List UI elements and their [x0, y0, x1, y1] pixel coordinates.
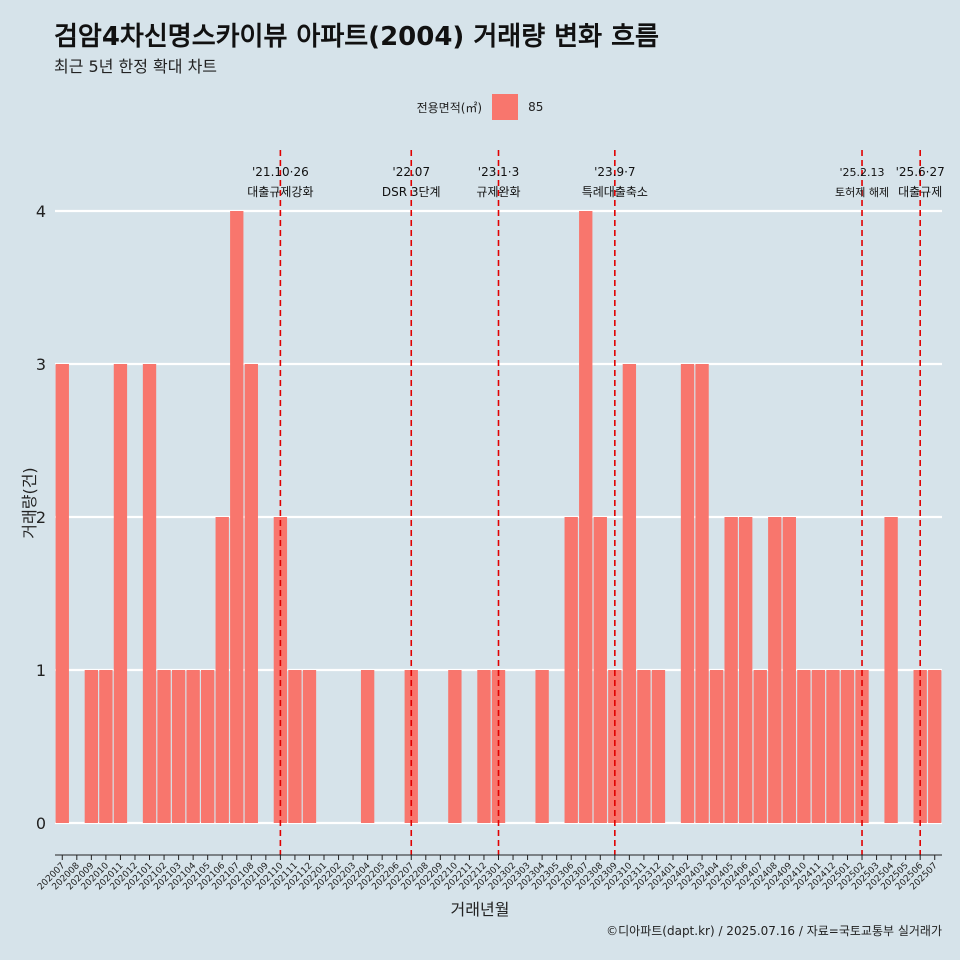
event-date: '23.1·3: [478, 165, 519, 179]
bar: [215, 517, 229, 823]
legend: 전용면적(㎡) 85: [0, 92, 960, 122]
bar: [113, 364, 128, 823]
bar: [244, 364, 258, 823]
bar: [753, 670, 767, 823]
bar: [622, 364, 637, 823]
event-date: '23.9·7: [594, 165, 635, 179]
bar: [840, 670, 855, 823]
event-date: '25.2.13: [840, 166, 885, 179]
bar: [55, 364, 69, 823]
y-axis-title: 거래량(건): [20, 467, 39, 539]
bar: [360, 670, 375, 823]
event-label: DSR 3단계: [382, 185, 441, 199]
bar: [404, 670, 418, 823]
bar: [739, 517, 753, 823]
bar: [709, 670, 724, 823]
bar: [84, 670, 99, 823]
bar: [724, 517, 738, 823]
source-caption: ©디아파트(dapt.kr) / 2025.07.16 / 자료=국토교통부 실…: [606, 924, 942, 938]
bar: [535, 670, 549, 823]
bar: [651, 670, 666, 823]
bar: [564, 517, 578, 823]
event-date: '25.6·27: [896, 165, 945, 179]
bar: [491, 670, 506, 823]
bar: [448, 670, 462, 823]
event-label: 특례대출축소: [582, 185, 648, 199]
x-axis-title: 거래년월: [450, 900, 510, 919]
y-tick-label: 1: [36, 661, 46, 680]
bar: [477, 670, 491, 823]
bar: [782, 517, 796, 823]
legend-swatch: [492, 94, 519, 120]
bar: [579, 211, 593, 823]
bars: [55, 211, 942, 823]
bar: [928, 670, 942, 823]
event-label: 규제완화: [476, 185, 520, 199]
bar: [171, 670, 186, 823]
bar: [288, 670, 302, 823]
bar: [855, 670, 869, 823]
bar: [99, 670, 113, 823]
legend-title: 전용면적(㎡): [416, 100, 483, 115]
event-annotations: '21.10·26 대출규제강화 '22.07 DSR 3단계 '23.1·3 규제완화 '…: [247, 150, 945, 855]
legend-label: 85: [528, 100, 544, 114]
chart-subtitle: 최근 5년 한정 확대 차트: [54, 57, 218, 76]
bar: [768, 517, 782, 823]
bar: [157, 670, 171, 823]
bar: [142, 364, 157, 823]
event-label: 대출규제강화: [247, 185, 313, 199]
y-tick-label: 3: [36, 355, 46, 374]
event-date: '21.10·26: [252, 165, 309, 179]
bar: [230, 211, 244, 823]
bar: [186, 670, 200, 823]
bar: [593, 517, 607, 823]
bar: [201, 670, 215, 823]
bar: [680, 364, 695, 823]
bar: [637, 670, 651, 823]
bar: [913, 670, 927, 823]
bar: [811, 670, 826, 823]
bar: [695, 364, 709, 823]
y-tick-label: 4: [36, 202, 46, 221]
bar: [826, 670, 840, 823]
bar: [608, 670, 622, 823]
chart-title: 검암4차신명스카이뷰 아파트(2004) 거래량 변화 흐름: [54, 22, 659, 52]
event-label: 대출규제: [898, 185, 942, 199]
event-label: 토허제 해제: [835, 185, 889, 199]
event-date: '22.07: [392, 165, 430, 179]
y-tick-label: 0: [36, 814, 46, 833]
axes: 0123420200720200820200920201020201120201…: [36, 202, 942, 892]
bar: [797, 670, 811, 823]
y-tick-label: 2: [36, 508, 46, 527]
bar: [302, 670, 317, 823]
bar: [884, 517, 898, 823]
